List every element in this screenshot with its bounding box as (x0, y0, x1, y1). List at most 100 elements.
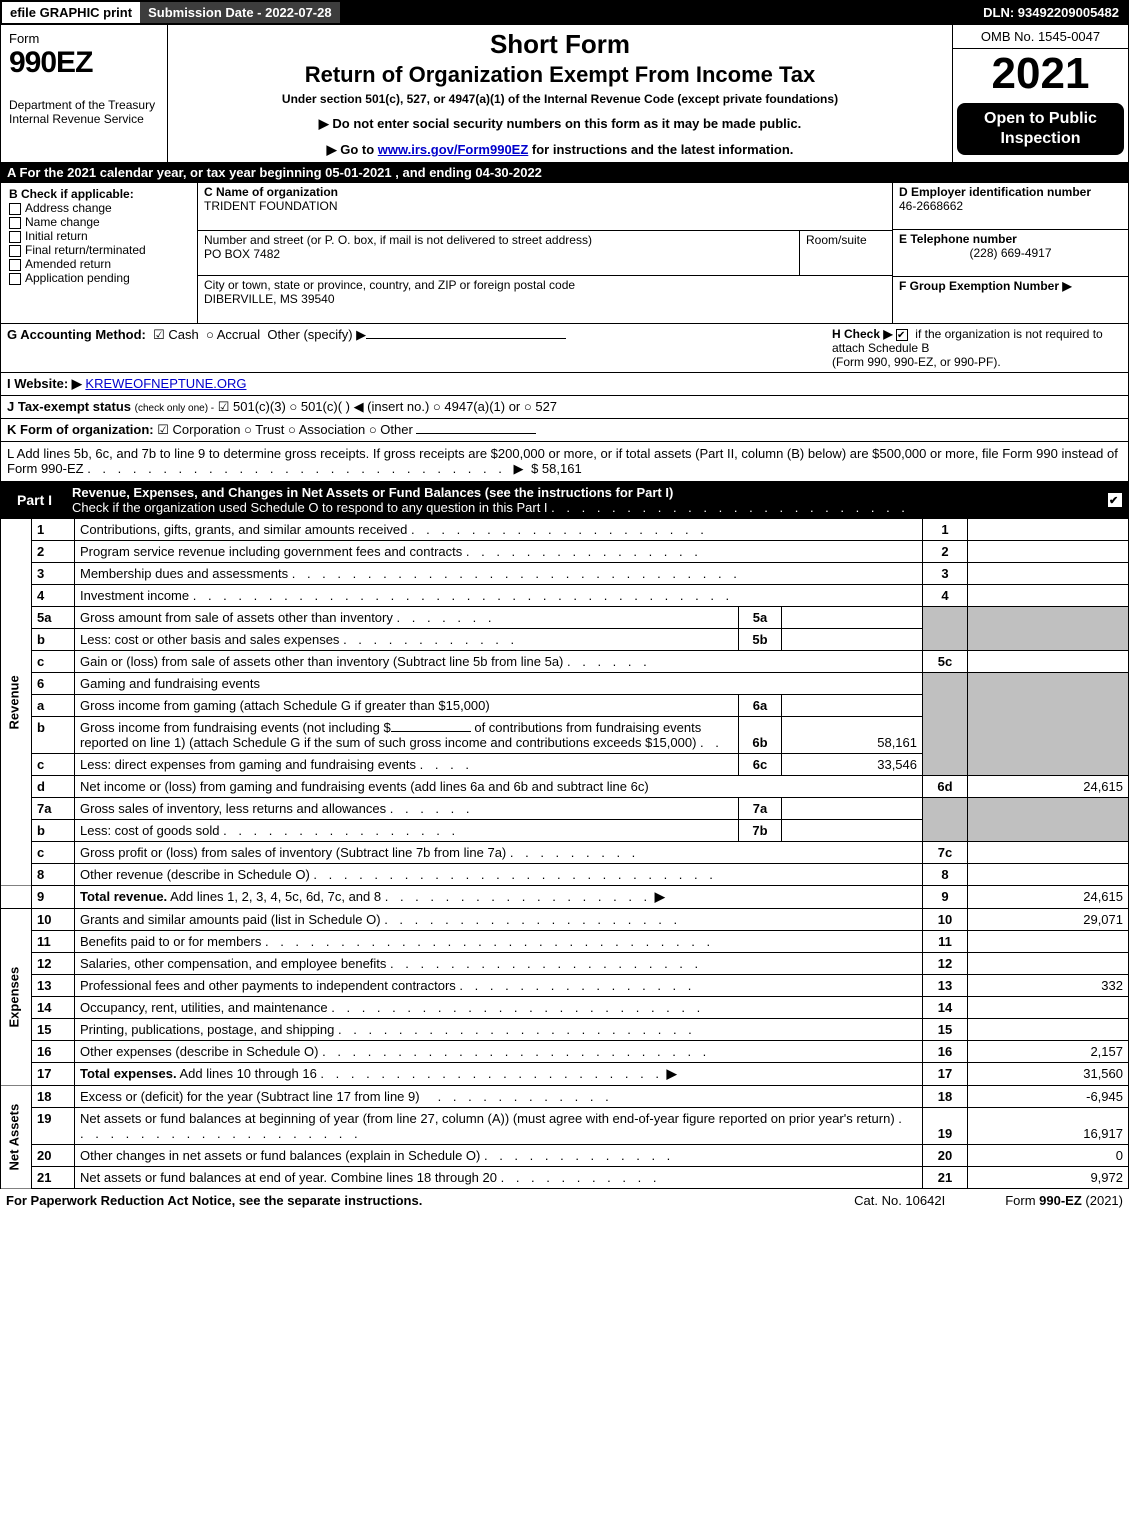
l21-num: 21 (32, 1167, 75, 1189)
l13-text: Professional fees and other payments to … (75, 975, 923, 997)
l7b-num: b (32, 820, 75, 842)
chk-final-return[interactable] (9, 245, 21, 257)
chk-amended-return[interactable] (9, 259, 21, 271)
l7a-text: Gross sales of inventory, less returns a… (75, 798, 739, 820)
row-k-form-of-org: K Form of organization: ☑ Corporation ○ … (0, 419, 1129, 442)
l6d-text: Net income or (loss) from gaming and fun… (75, 776, 923, 798)
i-label: I Website: ▶ (7, 376, 82, 391)
e-label: E Telephone number (899, 232, 1017, 246)
l7b-text: Less: cost of goods sold . . . . . . . .… (75, 820, 739, 842)
net-assets-side-label: Net Assets (1, 1086, 32, 1189)
l5-shade-box (923, 607, 968, 651)
l5a-box: 5a (739, 607, 782, 629)
chk-label-0: Address change (25, 201, 112, 215)
irs-link[interactable]: www.irs.gov/Form990EZ (378, 142, 529, 157)
ein-value: 46-2668662 (899, 199, 963, 213)
l8-num: 8 (32, 864, 75, 886)
l7c-box: 7c (923, 842, 968, 864)
c-addr-block: Number and street (or P. O. box, if mail… (198, 231, 892, 275)
l6b-blank[interactable] (391, 731, 471, 732)
l12-val (968, 953, 1129, 975)
l11-num: 11 (32, 931, 75, 953)
l16-text: Other expenses (describe in Schedule O) … (75, 1041, 923, 1063)
l6a-box: 6a (739, 695, 782, 717)
form-ref: Form 990-EZ (2021) (1005, 1193, 1123, 1208)
l20-text: Other changes in net assets or fund bala… (75, 1145, 923, 1167)
l11-box: 11 (923, 931, 968, 953)
row-a-tax-year: A For the 2021 calendar year, or tax yea… (0, 163, 1129, 183)
efile-print[interactable]: efile GRAPHIC print (2, 2, 140, 23)
l7c-val (968, 842, 1129, 864)
part-i-sub-dots: . . . . . . . . . . . . . . . . . . . . … (551, 500, 909, 515)
l21-box: 21 (923, 1167, 968, 1189)
l17-num: 17 (32, 1063, 75, 1086)
l21-val: 9,972 (968, 1167, 1129, 1189)
d-ein-block: D Employer identification number 46-2668… (893, 183, 1128, 230)
form-number: 990EZ (9, 46, 159, 80)
l1-box: 1 (923, 519, 968, 541)
c-city-block: City or town, state or province, country… (198, 276, 892, 323)
l7a-num: 7a (32, 798, 75, 820)
l2-text: Program service revenue including govern… (75, 541, 923, 563)
paperwork-notice: For Paperwork Reduction Act Notice, see … (6, 1193, 854, 1208)
instr-goto: ▶ Go to www.irs.gov/Form990EZ for instru… (176, 142, 944, 158)
open-to-public: Open to Public Inspection (957, 103, 1124, 155)
l6-num: 6 (32, 673, 75, 695)
g-other-blank[interactable] (366, 338, 566, 339)
l3-text: Membership dues and assessments . . . . … (75, 563, 923, 585)
l19-text: Net assets or fund balances at beginning… (75, 1108, 923, 1145)
k-label: K Form of organization: (7, 422, 154, 437)
l5c-text: Gain or (loss) from sale of assets other… (75, 651, 923, 673)
col-de: D Employer identification number 46-2668… (892, 183, 1128, 323)
row-l-gross-receipts: L Add lines 5b, 6c, and 7b to line 9 to … (0, 442, 1129, 482)
j-small: (check only one) - (135, 403, 214, 414)
chk-label-5: Application pending (25, 271, 130, 285)
l3-num: 3 (32, 563, 75, 585)
return-title: Return of Organization Exempt From Incom… (176, 62, 944, 88)
h-checkbox[interactable] (896, 329, 908, 341)
k-other-blank[interactable] (416, 433, 536, 434)
l2-num: 2 (32, 541, 75, 563)
l6b-num: b (32, 717, 75, 754)
l5b-box: 5b (739, 629, 782, 651)
part-i-checkbox[interactable] (1108, 493, 1122, 507)
chk-initial-return[interactable] (9, 231, 21, 243)
l12-text: Salaries, other compensation, and employ… (75, 953, 923, 975)
l6b-text: Gross income from fundraising events (no… (75, 717, 739, 754)
c-name-block: C Name of organization TRIDENT FOUNDATIO… (198, 183, 892, 231)
chk-name-change[interactable] (9, 217, 21, 229)
l6d-val: 24,615 (968, 776, 1129, 798)
chk-application-pending[interactable] (9, 273, 21, 285)
l5c-num: c (32, 651, 75, 673)
l15-text: Printing, publications, postage, and shi… (75, 1019, 923, 1041)
l5a-num: 5a (32, 607, 75, 629)
l1-num: 1 (32, 519, 75, 541)
header-right: OMB No. 1545-0047 2021 Open to Public In… (952, 25, 1128, 162)
part-i-header: Part I Revenue, Expenses, and Changes in… (0, 482, 1129, 519)
l10-box: 10 (923, 909, 968, 931)
l7-shade-box (923, 798, 968, 842)
l6c-num: c (32, 754, 75, 776)
l20-val: 0 (968, 1145, 1129, 1167)
g-accounting: G Accounting Method: ☑ Cash ○ Accrual Ot… (7, 327, 824, 369)
part-i-title-block: Revenue, Expenses, and Changes in Net As… (72, 485, 1108, 515)
chk-address-change[interactable] (9, 203, 21, 215)
l6-text: Gaming and fundraising events (75, 673, 923, 695)
l1-text: Contributions, gifts, grants, and simila… (75, 519, 923, 541)
l5a-val (782, 607, 923, 629)
expenses-side-label: Expenses (1, 909, 32, 1086)
form-header: Form 990EZ Department of the Treasury In… (0, 25, 1129, 163)
l18-val: -6,945 (968, 1086, 1129, 1108)
website-link[interactable]: KREWEOFNEPTUNE.ORG (85, 376, 246, 391)
c-city-label: City or town, state or province, country… (204, 278, 575, 292)
entity-info-block: B Check if applicable: Address change Na… (0, 183, 1129, 324)
dln: DLN: 93492209005482 (975, 2, 1127, 23)
tax-year: 2021 (953, 49, 1128, 99)
l6c-text: Less: direct expenses from gaming and fu… (75, 754, 739, 776)
l9-box: 9 (923, 886, 968, 909)
l5c-box: 5c (923, 651, 968, 673)
part-i-tag: Part I (7, 490, 62, 510)
irs: Internal Revenue Service (9, 112, 159, 126)
l20-box: 20 (923, 1145, 968, 1167)
l6d-box: 6d (923, 776, 968, 798)
